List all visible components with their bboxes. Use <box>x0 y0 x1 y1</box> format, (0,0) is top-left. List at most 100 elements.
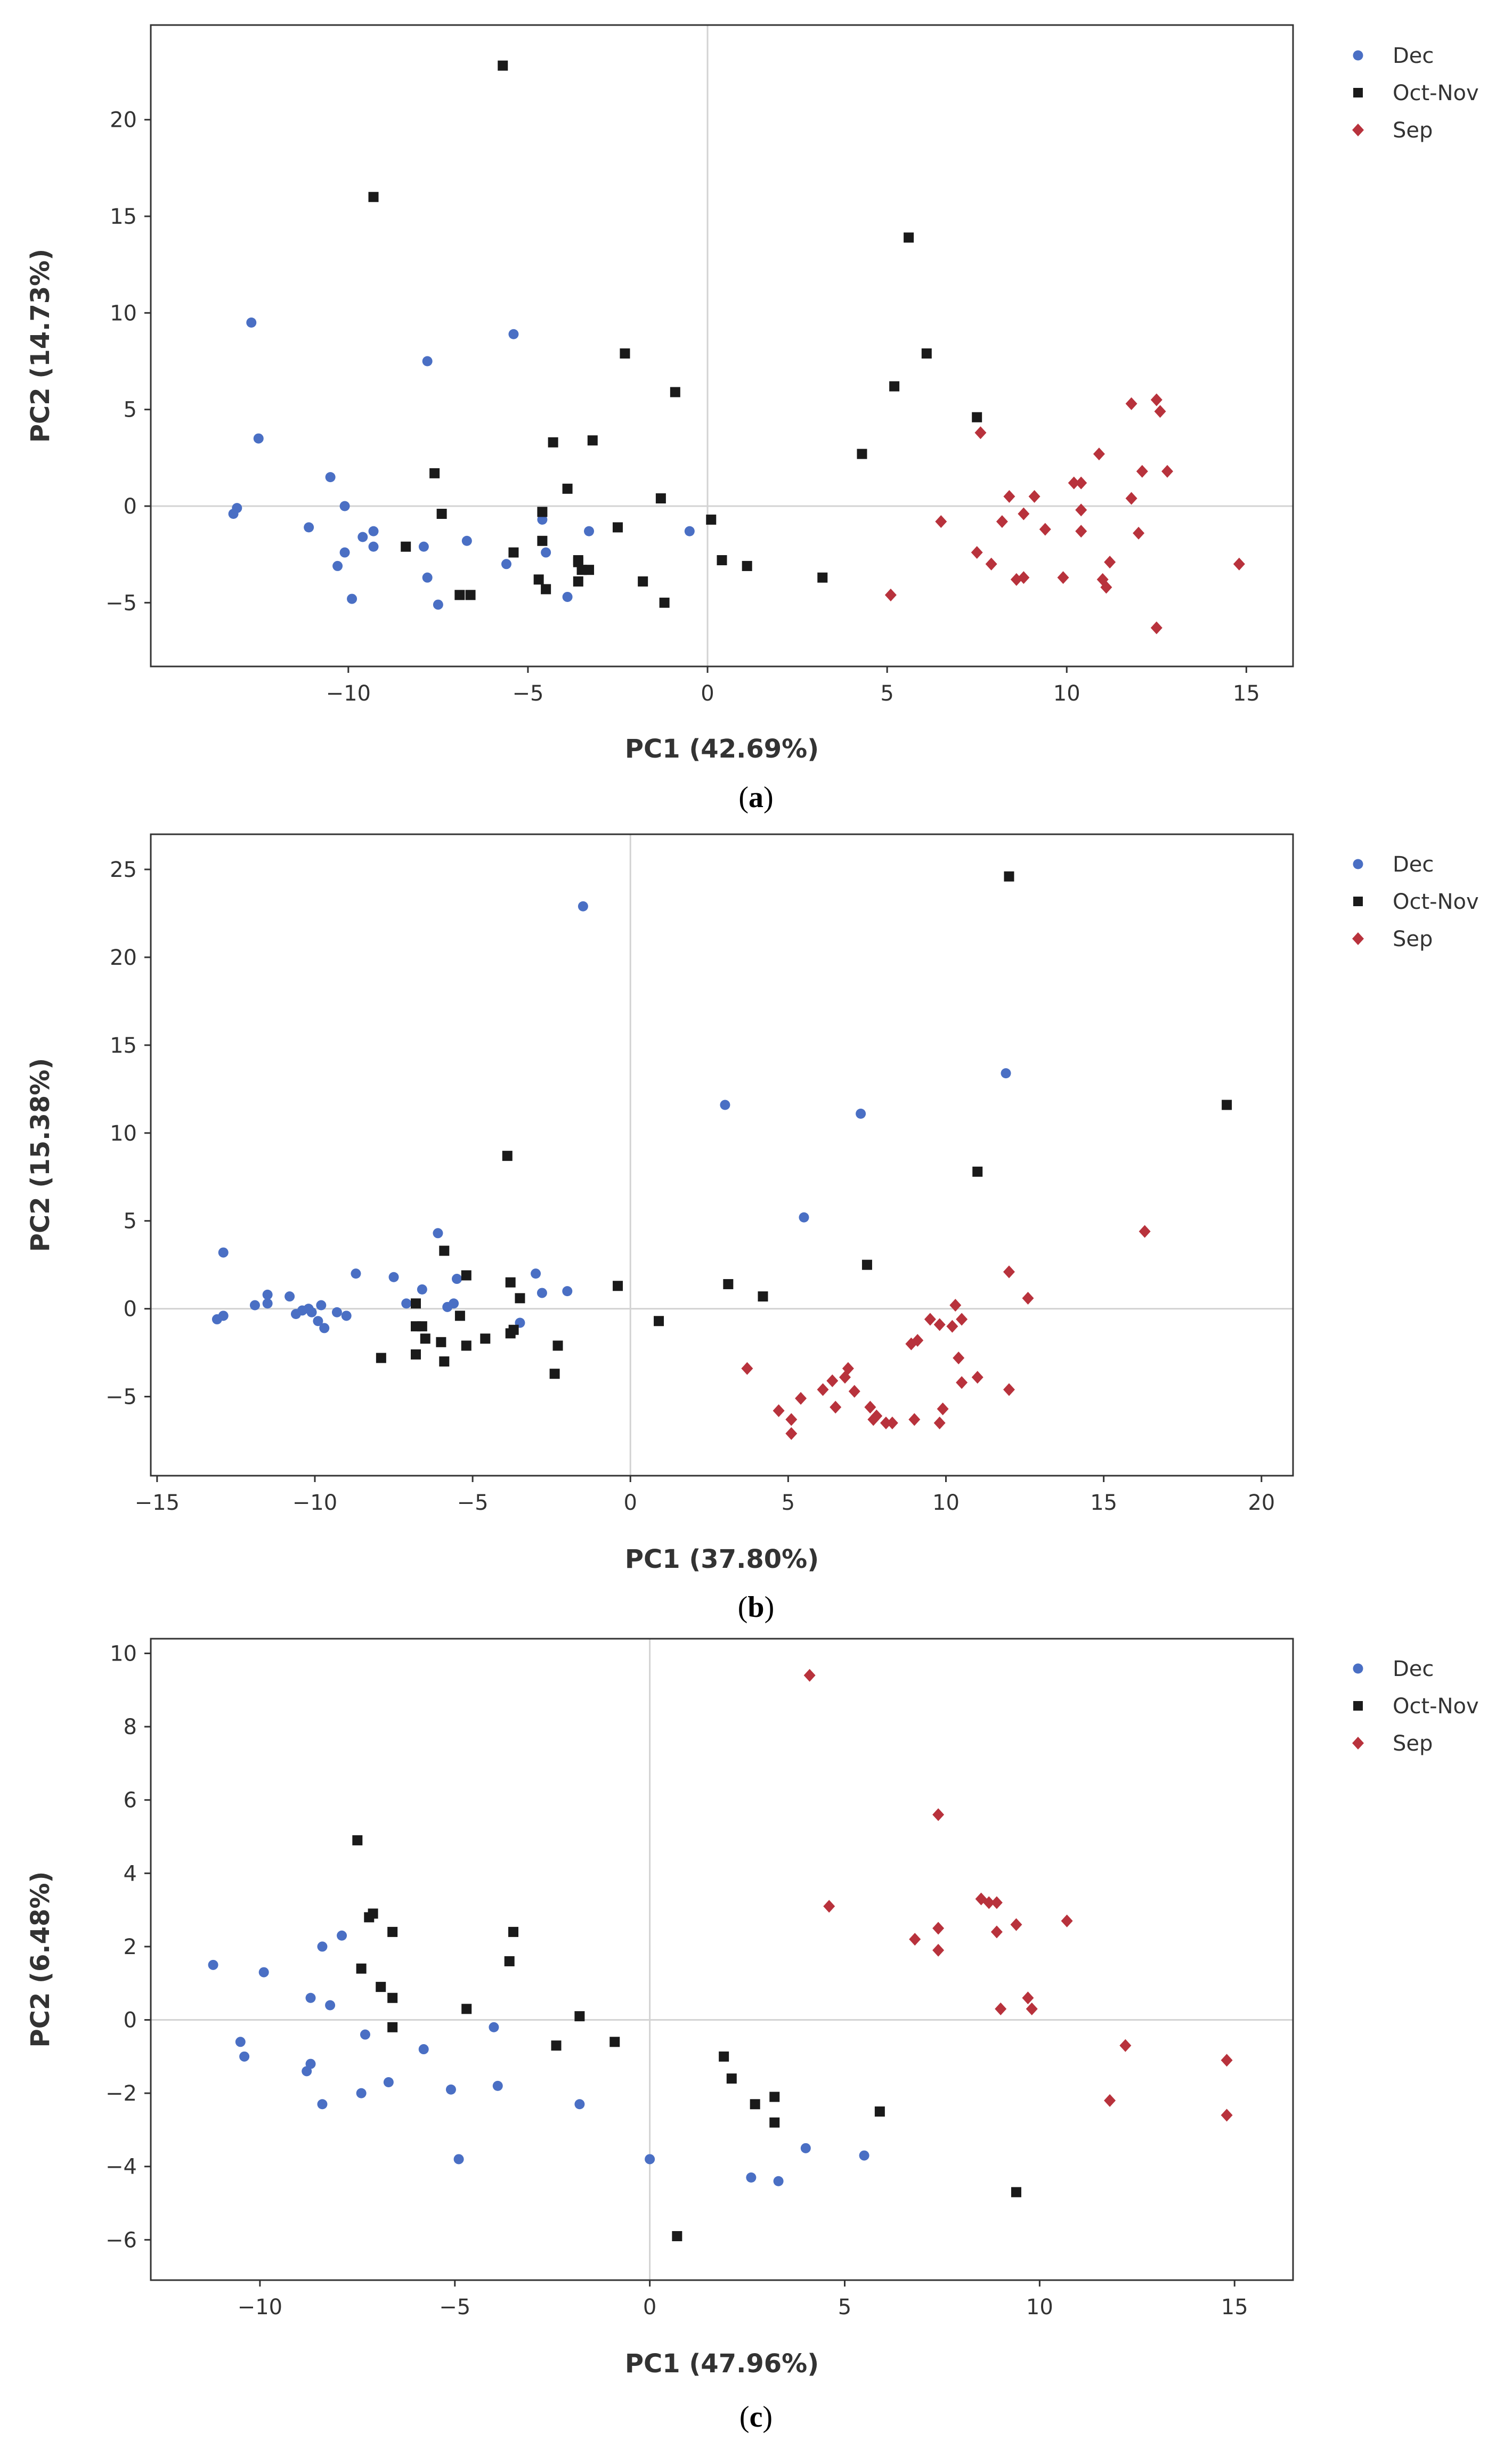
panel-a-point-oct-nov[interactable] <box>655 493 666 503</box>
panel-c-point-oct-nov[interactable] <box>368 1908 378 1919</box>
panel-c-point-oct-nov[interactable] <box>504 1956 515 1966</box>
panel-c-point-oct-nov[interactable] <box>726 2073 737 2084</box>
panel-b-point-oct-nov[interactable] <box>515 1293 525 1304</box>
panel-c-legend-item-dec[interactable]: Dec <box>1353 1657 1434 1681</box>
panel-b-point-sep[interactable] <box>773 1404 785 1417</box>
panel-b-point-dec[interactable] <box>799 1212 809 1223</box>
panel-a-point-dec[interactable] <box>684 526 695 536</box>
panel-b-point-oct-nov[interactable] <box>420 1333 430 1344</box>
panel-c-point-sep[interactable] <box>990 1925 1003 1939</box>
panel-a-point-sep[interactable] <box>1018 571 1030 584</box>
panel-a-point-oct-nov[interactable] <box>972 412 982 422</box>
panel-a-point-oct-nov[interactable] <box>706 514 717 525</box>
panel-c-point-dec[interactable] <box>645 2154 655 2165</box>
panel-a-point-sep[interactable] <box>971 546 983 559</box>
panel-b-point-oct-nov[interactable] <box>613 1281 623 1291</box>
panel-b-point-sep[interactable] <box>908 1413 921 1426</box>
panel-a-point-dec[interactable] <box>332 560 343 571</box>
panel-c-point-dec[interactable] <box>305 1992 316 2003</box>
panel-b-point-sep[interactable] <box>795 1392 807 1405</box>
panel-c-legend-item-oct-nov[interactable]: Oct-Nov <box>1353 1694 1479 1719</box>
panel-a-point-sep[interactable] <box>884 588 897 601</box>
panel-a-point-oct-nov[interactable] <box>817 572 828 583</box>
panel-c-point-oct-nov[interactable] <box>609 2037 620 2047</box>
panel-a-point-sep[interactable] <box>1100 581 1112 594</box>
panel-a-point-oct-nov[interactable] <box>717 555 727 566</box>
panel-b-point-oct-nov[interactable] <box>758 1291 768 1302</box>
panel-a-point-sep[interactable] <box>1068 476 1080 490</box>
panel-c-point-dec[interactable] <box>445 2084 456 2095</box>
panel-c-point-oct-nov[interactable] <box>719 2051 729 2062</box>
panel-c-point-dec[interactable] <box>337 1930 347 1941</box>
panel-c-point-dec[interactable] <box>356 2088 367 2098</box>
panel-a-point-dec[interactable] <box>339 547 350 558</box>
panel-c-point-sep[interactable] <box>932 1922 945 1935</box>
panel-c-point-sep[interactable] <box>1104 2094 1116 2107</box>
panel-a-point-sep[interactable] <box>996 515 1008 528</box>
panel-a-point-sep[interactable] <box>1154 405 1166 418</box>
panel-a-point-oct-nov[interactable] <box>508 547 519 558</box>
panel-a-point-dec[interactable] <box>501 559 511 569</box>
panel-a-point-sep[interactable] <box>1003 490 1015 503</box>
panel-b-point-dec[interactable] <box>218 1247 229 1258</box>
panel-a-point-sep[interactable] <box>1039 523 1051 536</box>
panel-c-point-sep[interactable] <box>803 1669 816 1682</box>
panel-b-point-sep[interactable] <box>886 1417 898 1430</box>
panel-c-point-dec[interactable] <box>773 2176 784 2186</box>
panel-a-legend-item-oct-nov[interactable]: Oct-Nov <box>1353 81 1479 105</box>
panel-a-point-dec[interactable] <box>433 599 443 610</box>
panel-a-point-sep[interactable] <box>1125 492 1137 505</box>
panel-b-point-dec[interactable] <box>313 1316 323 1327</box>
panel-a-point-dec[interactable] <box>253 433 264 444</box>
panel-c-point-sep[interactable] <box>909 1933 921 1946</box>
panel-c-point-oct-nov[interactable] <box>387 1992 398 2003</box>
panel-c-legend-item-sep[interactable]: Sep <box>1352 1731 1433 1756</box>
panel-c-point-sep[interactable] <box>983 1896 995 1909</box>
panel-a-point-sep[interactable] <box>1057 571 1069 584</box>
panel-b-point-sep[interactable] <box>924 1313 936 1326</box>
panel-a-point-oct-nov[interactable] <box>533 574 544 585</box>
panel-a-point-dec[interactable] <box>347 593 357 604</box>
panel-c-point-dec[interactable] <box>418 2044 429 2055</box>
panel-c-point-dec[interactable] <box>492 2080 503 2091</box>
panel-a-point-oct-nov[interactable] <box>573 576 583 587</box>
panel-a-legend-item-dec[interactable]: Dec <box>1353 44 1434 68</box>
panel-a-point-dec[interactable] <box>422 356 433 367</box>
panel-b-point-sep[interactable] <box>842 1362 854 1375</box>
panel-a-point-sep[interactable] <box>1233 557 1245 571</box>
panel-a-point-oct-nov[interactable] <box>548 437 558 448</box>
panel-a-point-oct-nov[interactable] <box>368 192 379 202</box>
panel-c-point-oct-nov[interactable] <box>356 1963 367 1974</box>
panel-a-point-sep[interactable] <box>1028 490 1040 503</box>
panel-a-point-dec[interactable] <box>368 526 379 536</box>
panel-b-point-oct-nov[interactable] <box>480 1333 491 1344</box>
panel-a-point-dec[interactable] <box>228 509 239 519</box>
panel-b-point-dec[interactable] <box>284 1291 295 1302</box>
panel-b-point-oct-nov[interactable] <box>439 1356 450 1367</box>
panel-b-point-sep[interactable] <box>864 1401 876 1414</box>
panel-a-point-oct-nov[interactable] <box>537 507 548 517</box>
panel-b-point-dec[interactable] <box>249 1300 260 1311</box>
panel-a-point-sep[interactable] <box>1104 556 1116 569</box>
panel-a-point-dec[interactable] <box>537 514 548 525</box>
panel-b-point-dec[interactable] <box>341 1311 352 1321</box>
panel-a-point-sep[interactable] <box>1018 507 1030 520</box>
panel-b-point-oct-nov[interactable] <box>454 1311 465 1321</box>
panel-a-point-sep[interactable] <box>1075 525 1087 538</box>
panel-b-point-sep[interactable] <box>785 1413 798 1426</box>
panel-c-point-sep[interactable] <box>932 1943 945 1957</box>
panel-c-point-sep[interactable] <box>995 2002 1007 2015</box>
panel-a-legend-item-sep[interactable]: Sep <box>1352 118 1433 143</box>
panel-c-point-sep[interactable] <box>1061 1914 1073 1927</box>
panel-b-point-sep[interactable] <box>956 1376 968 1389</box>
panel-b-point-sep[interactable] <box>953 1351 965 1364</box>
panel-c-point-oct-nov[interactable] <box>551 2040 562 2051</box>
panel-b-point-oct-nov[interactable] <box>723 1279 734 1289</box>
panel-b-legend-item-dec[interactable]: Dec <box>1353 852 1434 877</box>
panel-c-point-dec[interactable] <box>489 2022 499 2032</box>
panel-a-point-oct-nov[interactable] <box>436 509 447 519</box>
panel-b-point-dec[interactable] <box>319 1323 330 1333</box>
panel-b-point-dec[interactable] <box>306 1307 317 1317</box>
panel-b-point-oct-nov[interactable] <box>417 1321 427 1332</box>
panel-c-point-dec[interactable] <box>208 1959 218 1970</box>
